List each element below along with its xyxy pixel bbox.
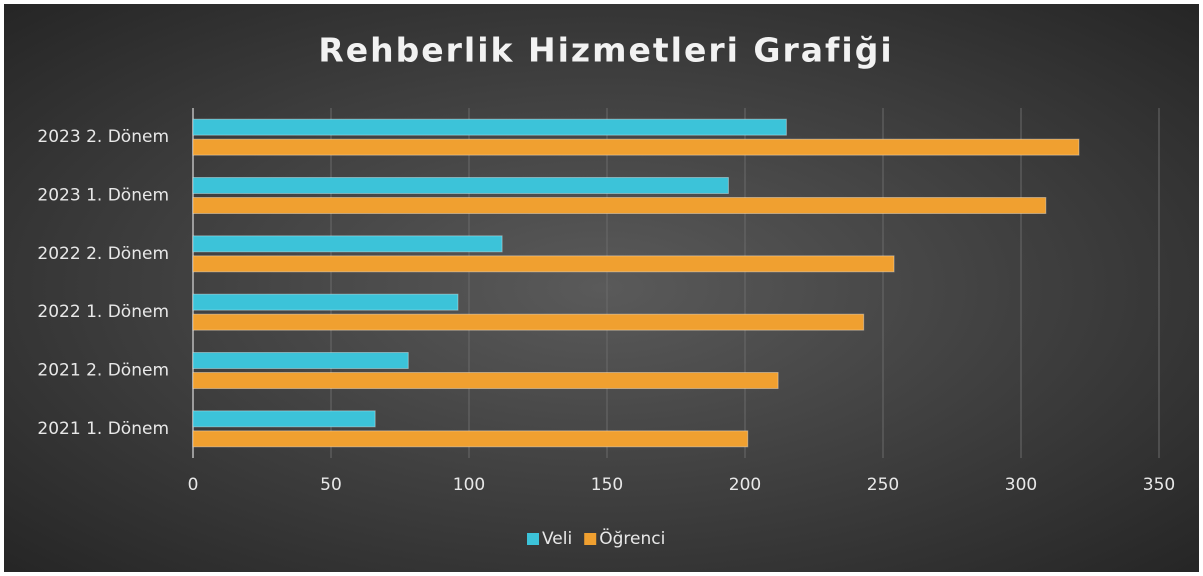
- x-tick-label: 100: [453, 475, 485, 495]
- chart-title: Rehberlik Hizmetleri Grafiği: [318, 31, 893, 70]
- x-tick-label: 250: [867, 475, 899, 495]
- y-tick-label: 2022 2. Dönem: [37, 244, 169, 264]
- y-tick-label: 2021 1. Dönem: [37, 419, 169, 439]
- background: [4, 4, 1199, 572]
- y-tick-label: 2021 2. Dönem: [37, 361, 169, 381]
- legend-swatch: [584, 533, 597, 545]
- x-tick-label: 350: [1143, 475, 1175, 495]
- bar: [192, 352, 409, 369]
- legend-label: Öğrenci: [599, 527, 665, 549]
- legend-swatch: [527, 533, 539, 545]
- bar: [192, 235, 503, 253]
- bar: [192, 138, 1080, 156]
- bar: [192, 313, 865, 331]
- x-tick-label: 50: [320, 475, 342, 495]
- bar: [192, 293, 459, 311]
- x-tick-label: 200: [729, 475, 761, 495]
- bar: [192, 410, 376, 428]
- legend-label: Veli: [542, 529, 572, 549]
- x-tick-label: 150: [591, 475, 623, 495]
- bar: [192, 118, 787, 136]
- x-tick-label: 0: [188, 475, 199, 495]
- x-tick-label: 300: [1005, 475, 1037, 495]
- bar: [192, 372, 779, 389]
- bar: [192, 255, 895, 273]
- bar: [192, 177, 729, 194]
- bar: [192, 430, 749, 448]
- y-tick-label: 2023 1. Dönem: [37, 186, 169, 206]
- bar: [192, 197, 1047, 214]
- y-tick-label: 2023 2. Dönem: [37, 127, 169, 147]
- y-tick-label: 2022 1. Dönem: [37, 302, 169, 322]
